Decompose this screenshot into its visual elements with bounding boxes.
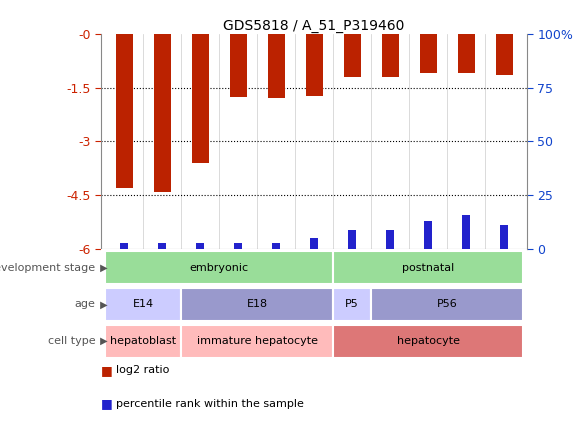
Bar: [116, 34, 133, 188]
Text: hepatoblast: hepatoblast: [110, 336, 176, 346]
Bar: [333, 251, 523, 284]
Text: E18: E18: [247, 299, 267, 309]
Bar: [382, 34, 399, 77]
Bar: [120, 243, 128, 249]
Bar: [420, 34, 437, 73]
Bar: [192, 34, 208, 163]
Bar: [333, 324, 523, 358]
Text: embryonic: embryonic: [189, 263, 248, 272]
Bar: [424, 221, 432, 249]
Bar: [234, 243, 242, 249]
Bar: [462, 214, 470, 249]
Bar: [310, 238, 318, 249]
Text: ▶: ▶: [97, 299, 107, 309]
Text: ■: ■: [101, 398, 117, 410]
Bar: [306, 34, 323, 96]
Text: cell type: cell type: [48, 336, 96, 346]
Bar: [158, 243, 166, 249]
Text: ■: ■: [101, 364, 117, 376]
Text: ▶: ▶: [97, 263, 107, 272]
Text: age: age: [75, 299, 96, 309]
Text: immature hepatocyte: immature hepatocyte: [197, 336, 318, 346]
Text: P56: P56: [437, 299, 457, 309]
Text: percentile rank within the sample: percentile rank within the sample: [116, 399, 303, 409]
Title: GDS5818 / A_51_P319460: GDS5818 / A_51_P319460: [223, 19, 405, 33]
Bar: [349, 230, 356, 249]
Bar: [105, 288, 181, 321]
Text: ▶: ▶: [97, 336, 107, 346]
Bar: [500, 225, 508, 249]
Text: development stage: development stage: [0, 263, 96, 272]
Text: postnatal: postnatal: [402, 263, 454, 272]
Bar: [267, 34, 285, 99]
Bar: [272, 243, 280, 249]
Bar: [386, 230, 394, 249]
Bar: [457, 34, 475, 73]
Bar: [105, 324, 181, 358]
Bar: [343, 34, 361, 77]
Bar: [153, 34, 171, 192]
Bar: [229, 34, 247, 96]
Text: P5: P5: [345, 299, 359, 309]
Bar: [196, 243, 204, 249]
Bar: [181, 288, 333, 321]
Bar: [496, 34, 512, 75]
Text: log2 ratio: log2 ratio: [116, 365, 169, 375]
Text: E14: E14: [133, 299, 153, 309]
Bar: [181, 324, 333, 358]
Text: hepatocyte: hepatocyte: [397, 336, 460, 346]
Bar: [371, 288, 523, 321]
Bar: [105, 251, 333, 284]
Bar: [333, 288, 371, 321]
